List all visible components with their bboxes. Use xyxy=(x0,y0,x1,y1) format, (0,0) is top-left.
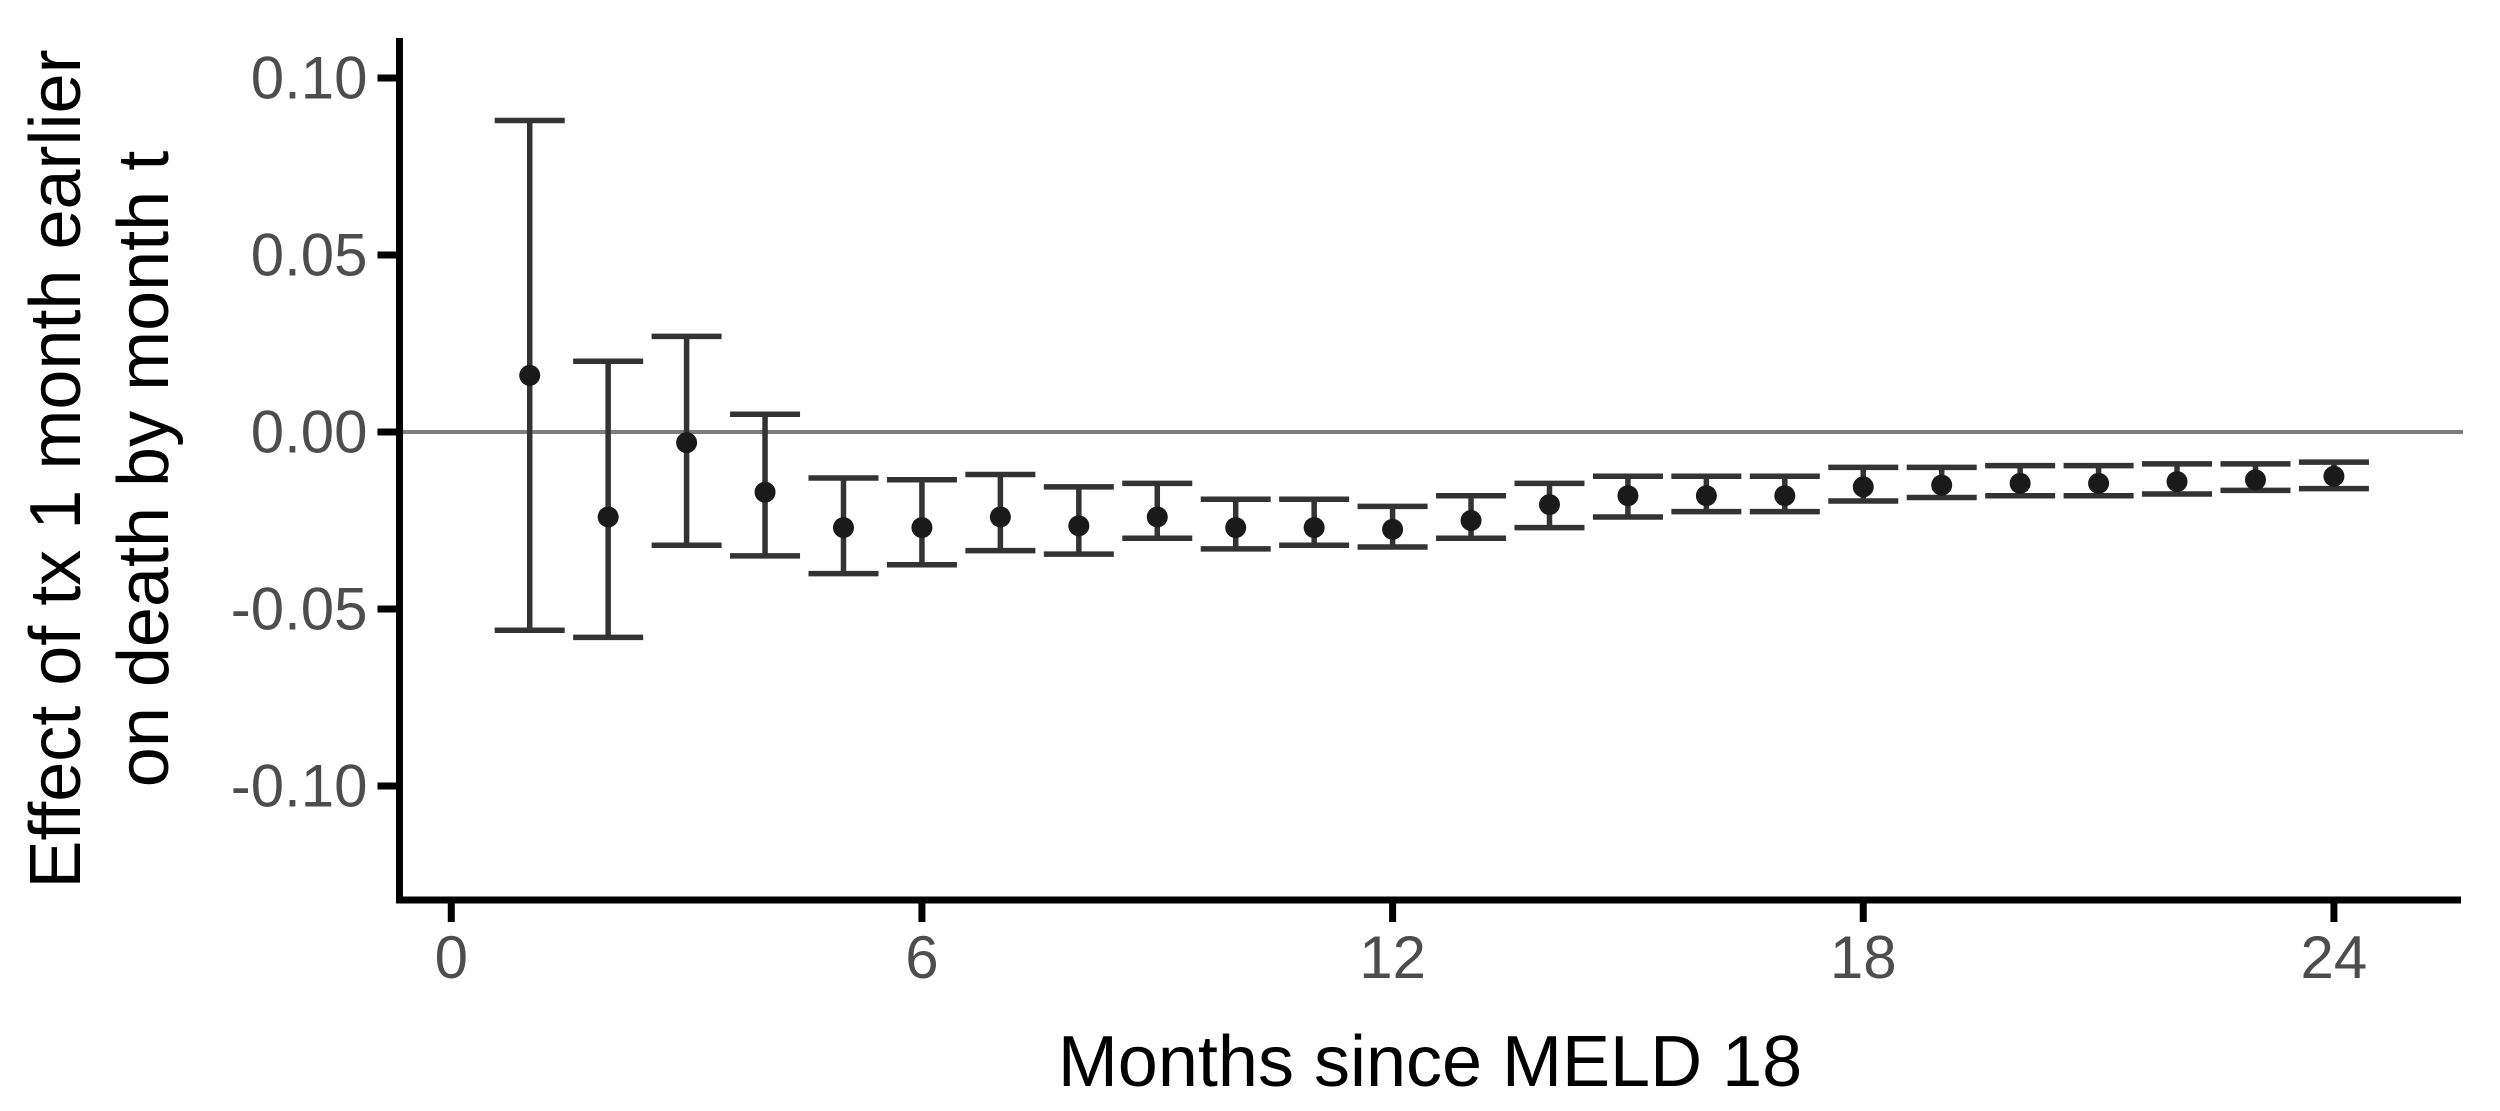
y-axis-title-line1: Effect of tx 1 month earlier xyxy=(16,49,96,888)
point-estimate xyxy=(1931,474,1953,496)
point-estimate xyxy=(2088,472,2110,494)
y-tick-label: 0.05 xyxy=(251,222,368,289)
y-tick-label: -0.10 xyxy=(231,753,368,820)
point-estimate xyxy=(1538,494,1560,516)
x-tick-label: 24 xyxy=(2301,924,2368,991)
point-estimate xyxy=(1695,485,1717,507)
x-tick-label: 6 xyxy=(905,924,938,991)
point-estimate xyxy=(1852,476,1874,498)
point-estimate xyxy=(1617,485,1639,507)
y-tick-label: -0.05 xyxy=(231,576,368,643)
point-estimate xyxy=(1146,506,1168,528)
chart-layer: 0.10 0.05 0.00 -0.05 -0.10 0 6 12 18 24 xyxy=(231,38,2463,991)
point-estimate xyxy=(597,506,619,528)
y-tick-label: 0.10 xyxy=(251,45,368,112)
point-estimate xyxy=(676,432,698,454)
y-tick-label: 0.00 xyxy=(251,399,368,466)
point-estimate xyxy=(832,517,854,539)
point-estimate xyxy=(911,517,933,539)
point-estimate xyxy=(2323,465,2345,487)
point-estimate xyxy=(2244,469,2266,491)
point-estimate xyxy=(519,364,541,386)
x-tick-label: 0 xyxy=(435,924,468,991)
point-estimate xyxy=(2009,472,2031,494)
y-axis-title-line2: on death by month t xyxy=(104,151,184,787)
point-estimate xyxy=(1225,517,1247,539)
point-estimate xyxy=(2166,471,2188,493)
point-estimate xyxy=(754,481,776,503)
point-estimate xyxy=(1303,517,1325,539)
point-estimate xyxy=(1460,510,1482,532)
point-estimate xyxy=(1068,515,1090,537)
point-estimate xyxy=(1382,518,1404,540)
x-tick-label: 18 xyxy=(1830,924,1897,991)
x-axis-title: Months since MELD 18 xyxy=(1058,1022,1802,1102)
x-tick-label: 12 xyxy=(1359,924,1426,991)
point-estimate xyxy=(989,506,1011,528)
point-estimate xyxy=(1774,485,1796,507)
